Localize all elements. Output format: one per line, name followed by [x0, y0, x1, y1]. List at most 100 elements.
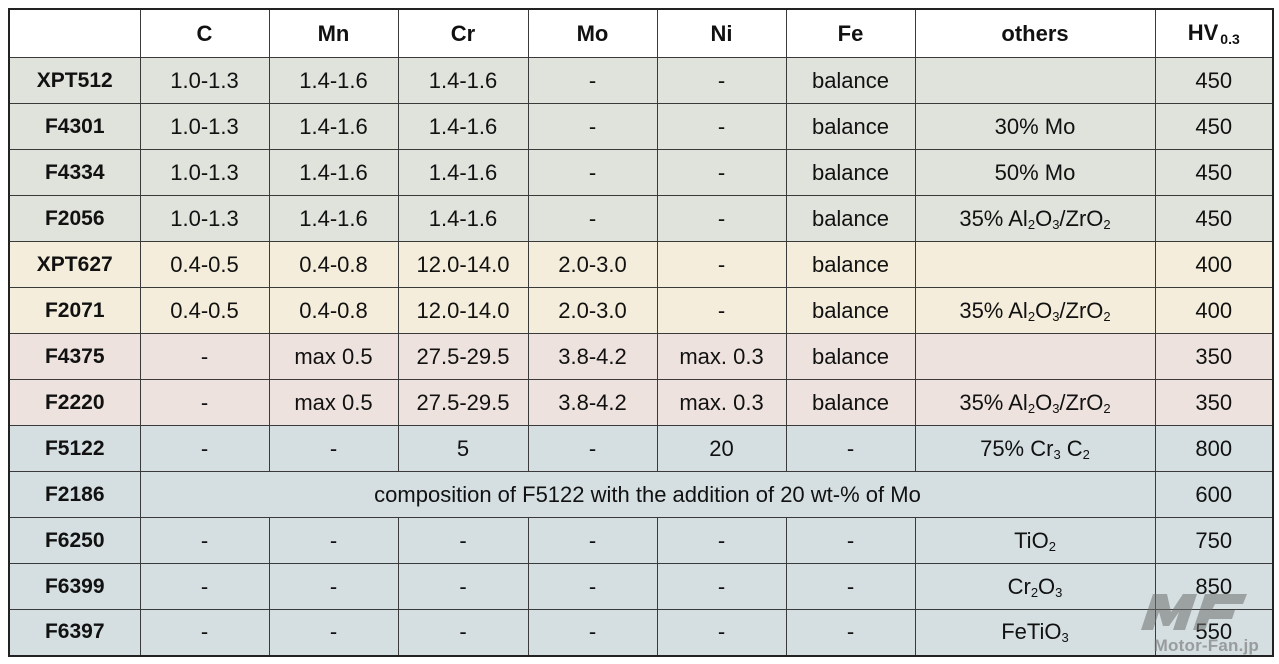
header-others: others: [914, 8, 1156, 58]
cell-mo: -: [527, 563, 658, 610]
table-row: F2186 composition of F5122 with the addit…: [8, 471, 1274, 518]
table-row: F6397- - - - - - FeTiO3 550: [8, 609, 1274, 656]
header-hv: HV 0.3: [1154, 8, 1274, 58]
cell-hv: 450: [1154, 103, 1274, 150]
cell-others: 35% Al2O3/ZrO2: [914, 379, 1156, 426]
row-name: F4334: [8, 149, 141, 196]
cell-fe: balance: [785, 103, 916, 150]
cell-hv: 450: [1154, 195, 1274, 242]
row-name: F2071: [8, 287, 141, 334]
others-subscript: 2: [1048, 538, 1056, 554]
cell-mn: -: [268, 517, 399, 564]
cell-fe: -: [785, 563, 916, 610]
others-subscript: 3: [1052, 308, 1060, 324]
header-cr: Cr: [397, 8, 529, 58]
cell-hv: 750: [1154, 517, 1274, 564]
others-subscript: 2: [1103, 216, 1111, 232]
others-subscript: 2: [1027, 216, 1036, 232]
cell-others: [914, 241, 1156, 288]
cell-cr: 27.5-29.5: [397, 379, 529, 426]
row-name: F6250: [8, 517, 141, 564]
cell-mn: 0.4-0.8: [268, 287, 399, 334]
others-subscript: 2: [1027, 400, 1036, 416]
cell-ni: 20: [656, 425, 787, 472]
others-text: O: [1035, 205, 1053, 231]
cell-c: -: [139, 333, 270, 380]
cell-hv: 350: [1154, 333, 1274, 380]
cell-fe: -: [785, 517, 916, 564]
cell-others: 75% Cr3 C2: [914, 425, 1156, 472]
header-row: C Mn Cr Mo Ni Fe others HV 0.3: [8, 8, 1274, 58]
cell-c: -: [139, 425, 270, 472]
cell-cr: 1.4-1.6: [397, 195, 529, 242]
cell-mo: -: [527, 195, 658, 242]
table-row: F5122- -5-20-75% Cr3 C2 800: [8, 425, 1274, 472]
others-text: 35% Al: [959, 389, 1028, 415]
cell-c: -: [139, 517, 270, 564]
cell-mn: 1.4-1.6: [268, 103, 399, 150]
cell-fe: balance: [785, 195, 916, 242]
cell-cr: 1.4-1.6: [397, 103, 529, 150]
cell-cr: -: [397, 517, 529, 564]
cell-mo: 2.0-3.0: [527, 241, 658, 288]
cell-cr: 5: [397, 425, 529, 472]
cell-mo: 3.8-4.2: [527, 379, 658, 426]
cell-mn: 1.4-1.6: [268, 195, 399, 242]
others-subscript: 2: [1103, 400, 1111, 416]
cell-hv: 350: [1154, 379, 1274, 426]
cell-c: -: [139, 609, 270, 656]
others-text: Cr: [1007, 573, 1031, 599]
others-text: /ZrO: [1059, 205, 1104, 231]
row-name: F6397: [8, 609, 141, 656]
header-mn: Mn: [268, 8, 399, 58]
cell-mn: -: [268, 563, 399, 610]
table-row: F2056 1.0-1.3 1.4-1.6 1.4-1.6- - balance 35% A…: [8, 195, 1274, 242]
table-row: F4375- max 0.5 27.5-29.5 3.8-4.2 max. 0.3 bal…: [8, 333, 1274, 380]
others-text: FeTiO: [1001, 619, 1062, 645]
cell-mn: max 0.5: [268, 333, 399, 380]
others-subscript: 2: [1030, 584, 1039, 600]
cell-ni: -: [656, 241, 787, 288]
cell-mo: -: [527, 57, 658, 104]
table-body: XPT512 1.0-1.3 1.4-1.6 1.4-1.6- - balance 450 F…: [8, 57, 1274, 656]
cell-mn: 1.4-1.6: [268, 149, 399, 196]
cell-c: 1.0-1.3: [139, 57, 270, 104]
others-text: 30% Mo: [994, 113, 1076, 139]
cell-mn: -: [268, 425, 399, 472]
cell-hv: 600: [1154, 471, 1274, 518]
cell-hv: 450: [1154, 57, 1274, 104]
cell-cr: 12.0-14.0: [397, 241, 529, 288]
cell-ni: -: [656, 149, 787, 196]
cell-cr: -: [397, 563, 529, 610]
cell-cr: 1.4-1.6: [397, 149, 529, 196]
others-subscript: 3: [1053, 446, 1061, 462]
cell-hv: 550: [1154, 609, 1274, 656]
table-row: XPT627 0.4-0.5 0.4-0.8 12.0-14.0 2.0-3.0- bal…: [8, 241, 1274, 288]
others-subscript: 2: [1027, 308, 1036, 324]
cell-fe: balance: [785, 379, 916, 426]
cell-mn: max 0.5: [268, 379, 399, 426]
cell-others: TiO2: [914, 517, 1156, 564]
others-text: /ZrO: [1059, 297, 1104, 323]
row-name: F4375: [8, 333, 141, 380]
cell-others: [914, 57, 1156, 104]
cell-cr: 12.0-14.0: [397, 287, 529, 334]
cell-others: Cr2O3: [914, 563, 1156, 610]
cell-ni: -: [656, 57, 787, 104]
cell-mo: 2.0-3.0: [527, 287, 658, 334]
others-text: O: [1038, 573, 1056, 599]
cell-fe: balance: [785, 149, 916, 196]
cell-c: 1.0-1.3: [139, 195, 270, 242]
cell-cr: -: [397, 609, 529, 656]
cell-others: [914, 333, 1156, 380]
table-row: F6399- - - - - - Cr2O3 850: [8, 563, 1274, 610]
others-text: 35% Al: [959, 297, 1028, 323]
cell-ni: -: [656, 195, 787, 242]
row-name: F4301: [8, 103, 141, 150]
row-name: F2186: [8, 471, 141, 518]
cell-mo: -: [527, 425, 658, 472]
cell-hv: 450: [1154, 149, 1274, 196]
others-text: O: [1035, 389, 1053, 415]
cell-others: 30% Mo: [914, 103, 1156, 150]
header-c: C: [139, 8, 270, 58]
